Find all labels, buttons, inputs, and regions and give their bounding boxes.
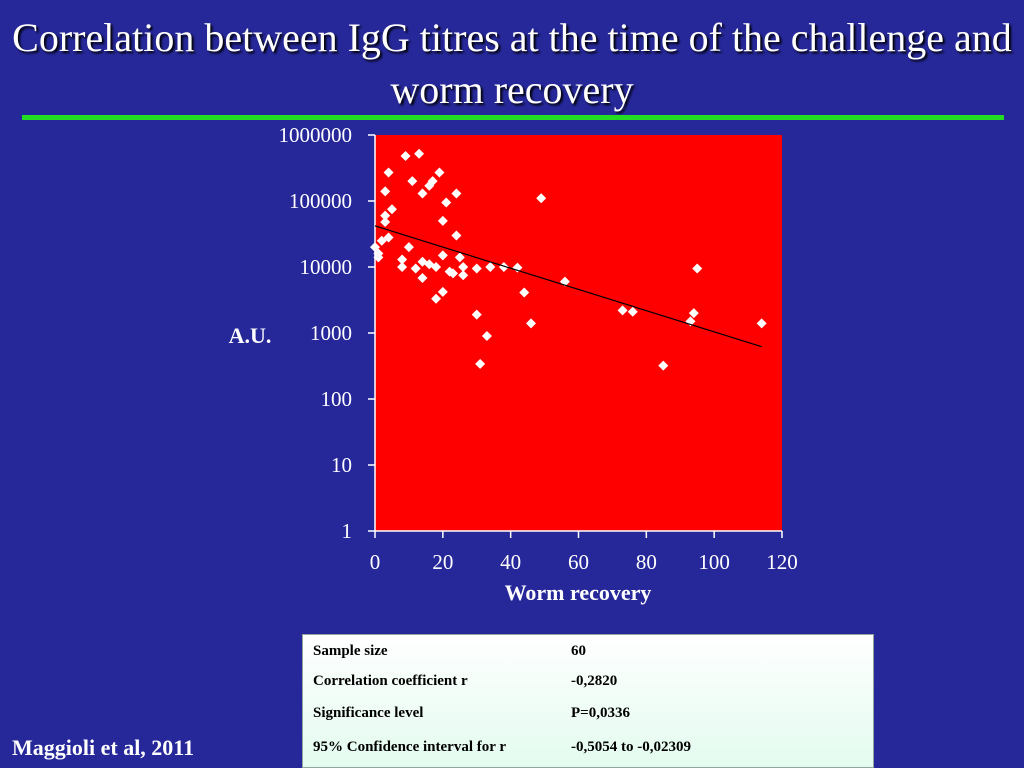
data-point	[434, 167, 445, 178]
x-tick-labels: 0 20 40 60 80 100 120	[370, 550, 798, 574]
data-point	[417, 188, 428, 199]
data-point	[451, 230, 462, 241]
data-point	[617, 305, 628, 316]
stat-value: -0,2820	[571, 673, 618, 689]
x-tick-label: 60	[568, 550, 589, 574]
data-points	[370, 148, 767, 371]
plot-area	[375, 135, 782, 531]
y-tick-label: 10	[331, 453, 352, 477]
data-point	[431, 262, 442, 272]
data-point	[448, 268, 459, 279]
data-point	[627, 306, 638, 317]
y-tick-label: 100000	[289, 189, 352, 213]
data-point	[380, 217, 391, 228]
axes	[368, 134, 783, 538]
stat-row-correlation: Correlation coefficient r -0,2820	[303, 673, 873, 697]
stat-row-confidence-interval: 95% Confidence interval for r -0,5054 to…	[303, 739, 873, 763]
data-point	[481, 331, 492, 342]
y-tick-label: 10000	[300, 255, 353, 279]
data-point	[414, 148, 425, 159]
y-tick-label: 1	[342, 519, 353, 543]
x-tick-label: 40	[500, 550, 521, 574]
data-point	[498, 262, 509, 272]
data-point	[536, 193, 547, 204]
data-point	[451, 188, 462, 199]
x-tick-label: 100	[698, 550, 730, 574]
stat-value: P=0,0336	[571, 705, 630, 721]
data-point	[383, 232, 394, 243]
data-point	[658, 360, 669, 371]
data-point	[403, 242, 414, 253]
scatter-chart: 1 10 100 1000 10000 100000 1000000 0 20 40 60 80 10…	[229, 123, 798, 605]
data-point	[688, 308, 699, 319]
x-tick-label: 20	[432, 550, 453, 574]
data-point	[397, 254, 408, 265]
y-tick-labels: 1 10 100 1000 10000 100000 1000000	[279, 123, 353, 543]
data-point	[417, 273, 428, 284]
data-point	[373, 248, 384, 259]
y-tick-label: 1000	[310, 321, 352, 345]
data-point	[526, 318, 537, 329]
slide-title: Correlation between IgG titres at the ti…	[12, 15, 1012, 112]
y-axis-title: A.U.	[229, 323, 272, 348]
data-point	[454, 252, 465, 263]
data-point	[519, 287, 530, 298]
data-point	[437, 250, 448, 261]
stat-value: 60	[571, 643, 586, 659]
data-point	[380, 186, 391, 197]
data-point	[431, 293, 442, 304]
stat-row-sample-size: Sample size 60	[303, 643, 873, 667]
trendline	[374, 225, 762, 348]
data-point	[471, 263, 482, 274]
data-point	[475, 358, 486, 369]
x-tick-label: 80	[636, 550, 657, 574]
y-tick-label: 100	[321, 387, 353, 411]
stat-value: -0,5054 to -0,02309	[571, 739, 691, 755]
data-point	[437, 286, 448, 297]
data-point	[383, 167, 394, 178]
data-point	[437, 215, 448, 226]
citation: Maggioli et al, 2011	[12, 735, 195, 760]
x-tick-label: 0	[370, 550, 381, 574]
stat-row-significance: Significance level P=0,0336	[303, 705, 873, 729]
data-point	[441, 197, 452, 208]
data-point	[400, 151, 411, 162]
data-point	[756, 318, 767, 329]
data-point	[427, 176, 438, 187]
data-point	[397, 262, 408, 272]
data-point	[692, 263, 703, 274]
y-tick-label: 1000000	[279, 123, 353, 147]
data-point	[458, 262, 469, 272]
data-point	[458, 270, 469, 281]
x-tick-label: 120	[766, 550, 798, 574]
stat-label: Sample size	[313, 643, 388, 659]
data-point	[376, 235, 387, 246]
data-point	[485, 262, 496, 272]
stat-label: 95% Confidence interval for r	[313, 739, 507, 755]
data-point	[380, 210, 391, 221]
stat-label: Significance level	[313, 705, 424, 721]
data-point	[407, 176, 418, 187]
data-point	[410, 263, 421, 274]
data-point	[386, 204, 397, 215]
data-point	[471, 309, 482, 320]
stat-label: Correlation coefficient r	[313, 673, 468, 689]
title-underline	[22, 115, 1004, 120]
statistics-table: Sample size 60 Correlation coefficient r…	[302, 634, 874, 768]
x-axis-title: Worm recovery	[505, 580, 652, 605]
